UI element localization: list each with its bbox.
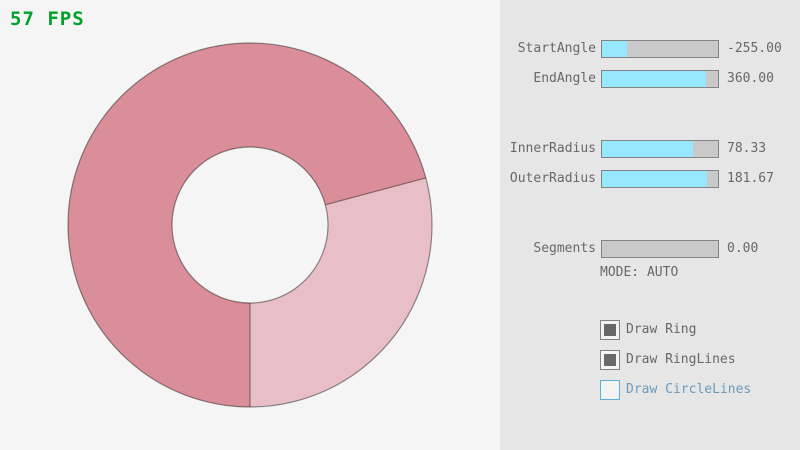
checkbox-box[interactable] xyxy=(600,380,620,400)
checkbox-label: Draw RingLines xyxy=(626,352,736,367)
outer-circle-line xyxy=(67,42,433,408)
slider-fill xyxy=(602,171,708,187)
segment-line-upper-right xyxy=(325,177,426,206)
start-angle-value: -255.00 xyxy=(727,41,782,56)
end-angle-slider[interactable] xyxy=(601,70,719,88)
checkbox-box[interactable] xyxy=(600,350,620,370)
fps-counter: 57 FPS xyxy=(10,8,85,30)
segments-value: 0.00 xyxy=(727,241,759,256)
segments-label: Segments xyxy=(533,241,596,256)
checkbox-label: Draw CircleLines xyxy=(626,382,752,397)
mode-label: MODE: AUTO xyxy=(600,265,679,280)
ring-lines xyxy=(67,42,433,408)
end-angle-label: EndAngle xyxy=(533,71,596,86)
ring-chart xyxy=(67,42,433,408)
checkbox-label: Draw Ring xyxy=(626,322,697,337)
start-angle-label: StartAngle xyxy=(517,41,596,56)
slider-fill xyxy=(602,71,707,87)
start-angle-slider[interactable] xyxy=(601,40,719,58)
inner-radius-value: 78.33 xyxy=(727,141,767,156)
checkbox-check-mark xyxy=(604,324,616,336)
outer-radius-value: 181.67 xyxy=(727,171,774,186)
inner-circle-line xyxy=(171,146,329,304)
control-panel: StartAngle -255.00 EndAngle 360.00 Inner… xyxy=(500,0,800,450)
slider-fill xyxy=(602,141,693,157)
segments-slider[interactable] xyxy=(601,240,719,258)
inner-radius-label: InnerRadius xyxy=(509,141,596,156)
ring-dark-segment xyxy=(68,42,426,408)
end-angle-value: 360.00 xyxy=(727,71,774,86)
slider-fill xyxy=(602,41,628,57)
outer-radius-slider[interactable] xyxy=(601,170,719,188)
checkbox-check-mark xyxy=(604,354,616,366)
ring-light-segment xyxy=(250,177,433,407)
checkbox-box[interactable] xyxy=(600,320,620,340)
outer-radius-label: OuterRadius xyxy=(509,171,596,186)
inner-radius-slider[interactable] xyxy=(601,140,719,158)
